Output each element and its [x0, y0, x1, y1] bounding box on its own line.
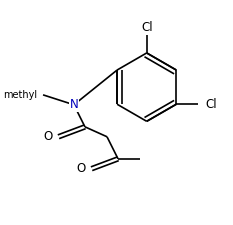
Text: Cl: Cl [205, 98, 217, 111]
Text: O: O [76, 162, 85, 175]
Text: Cl: Cl [141, 21, 153, 34]
Text: N: N [69, 98, 78, 111]
Text: methyl: methyl [3, 90, 38, 100]
Text: O: O [43, 130, 52, 143]
